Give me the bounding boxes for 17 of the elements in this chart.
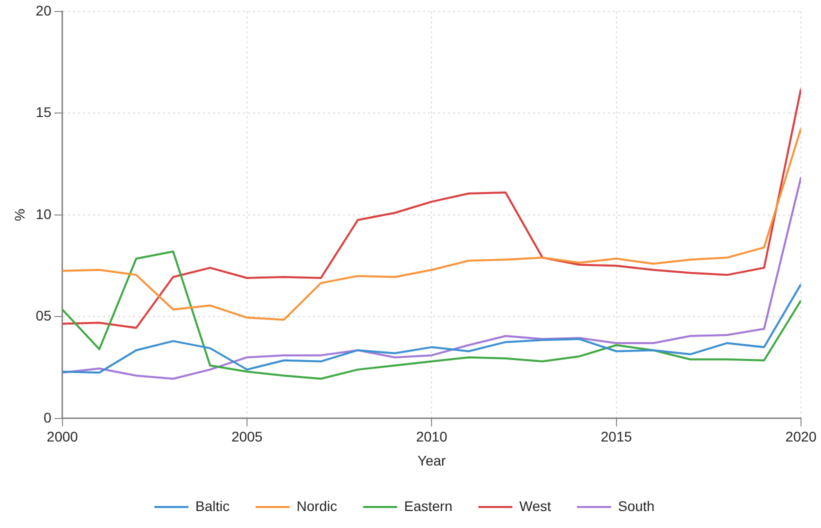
x-tick-label: 2000: [46, 428, 78, 445]
legend-label: South: [618, 498, 655, 514]
y-tick-label: 0: [44, 409, 52, 426]
y-axis-title: %: [11, 208, 28, 222]
y-tick-label: 20: [36, 2, 52, 18]
legend-label: West: [519, 498, 552, 514]
x-tick-label: 2015: [600, 428, 632, 445]
y-tick-label: 15: [36, 104, 52, 120]
x-tick-label: 2010: [416, 428, 448, 445]
x-axis-title: Year: [418, 452, 446, 468]
x-tick-label: 2020: [785, 428, 817, 445]
legend-label: Baltic: [195, 498, 230, 514]
legend-label: Eastern: [404, 498, 452, 514]
x-tick-label: 2005: [231, 428, 263, 445]
legend-label: Nordic: [296, 498, 338, 514]
y-tick-label: 05: [36, 308, 52, 324]
y-tick-label: 10: [36, 206, 52, 222]
